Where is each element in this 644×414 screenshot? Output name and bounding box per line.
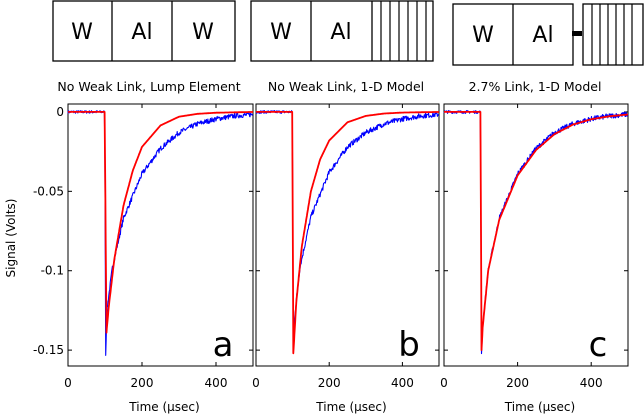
x-axis-label: Time (μsec) — [504, 400, 575, 414]
diagram-a-frame — [52, 0, 236, 62]
x-tick-label: 400 — [391, 376, 414, 390]
diagram-b-block-1: W — [270, 20, 292, 45]
panel-b-title: No Weak Link, 1-D Model — [268, 79, 424, 94]
panel-a: 0 200 400 0 -0.05 -0.1 -0.15 Time (μsec) a — [33, 103, 254, 414]
series-measured-c — [443, 110, 629, 355]
x-tick-label: 200 — [318, 376, 341, 390]
panel-letter-b: b — [398, 325, 420, 365]
x-tick-label: 200 — [131, 376, 154, 390]
diagram-c-block-1: W — [472, 23, 494, 48]
diagram-b-stripes — [380, 1, 427, 61]
diagram-b-frame — [250, 0, 434, 62]
series-model-b — [255, 111, 440, 355]
series-model-c — [443, 111, 629, 352]
y-axis-label: Signal (Volts) — [4, 199, 18, 278]
diagram-a-block-2: Al — [131, 20, 152, 45]
panel-b: 0 200 400 Time (μsec) b — [252, 103, 440, 414]
diagram-b: W Al — [250, 0, 434, 62]
y-tick-label: 0 — [56, 105, 64, 119]
x-tick-label: 400 — [580, 376, 603, 390]
panel-a-title: No Weak Link, Lump Element — [57, 79, 240, 94]
x-tick-label: 0 — [64, 376, 72, 390]
diagram-c-stripes — [591, 4, 633, 65]
y-tick-label: -0.1 — [41, 264, 64, 278]
x-tick-label: 200 — [506, 376, 529, 390]
diagram-a-block-3: W — [192, 20, 214, 45]
diagram-a-block-1: W — [71, 20, 93, 45]
x-axis-label: Time (μsec) — [315, 400, 386, 414]
y-tick-label: -0.15 — [33, 343, 64, 357]
weak-link-bar — [572, 31, 582, 36]
x-tick-label: 400 — [205, 376, 228, 390]
diagram-c: W Al — [452, 3, 644, 66]
panel-letter-c: c — [589, 325, 608, 365]
panel-c: 0 200 400 Time (μsec) c — [440, 103, 629, 414]
x-tick-label: 0 — [252, 376, 260, 390]
x-axis-label: Time (μsec) — [128, 400, 199, 414]
diagram-c-stripe-box — [582, 3, 644, 66]
diagram-b-block-2: Al — [330, 20, 351, 45]
series-model-a — [67, 111, 254, 334]
y-tick-label: -0.05 — [33, 184, 64, 198]
plot-panels: 0 200 400 0 -0.05 -0.1 -0.15 Time (μsec) a 0 200 40… — [33, 103, 629, 414]
panel-letter-a: a — [213, 325, 234, 365]
panel-c-title: 2.7% Link, 1-D Model — [469, 79, 602, 94]
diagram-c-block-2: Al — [532, 23, 553, 48]
diagram-a: W Al W — [52, 0, 236, 62]
x-tick-label: 0 — [440, 376, 448, 390]
